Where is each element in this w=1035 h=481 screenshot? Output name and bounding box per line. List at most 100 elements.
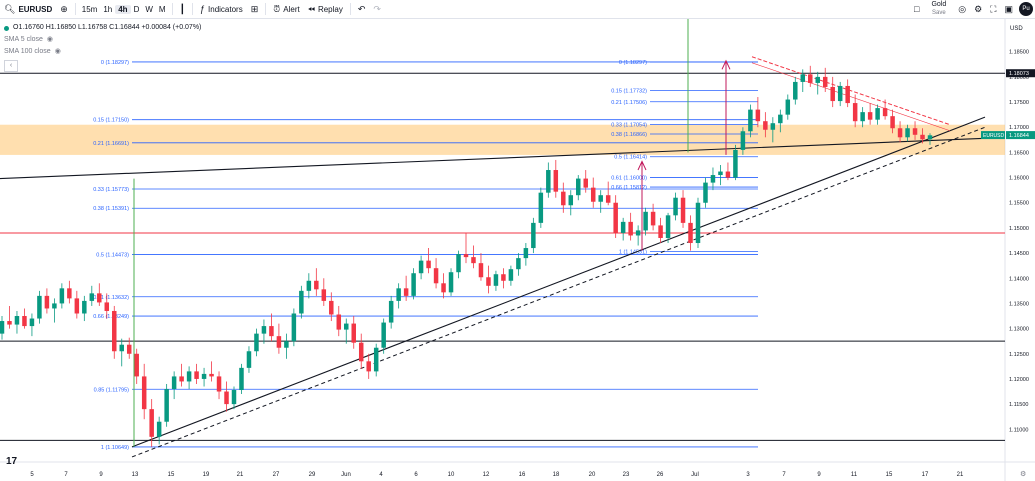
replay-button[interactable]: ⏪︎ Replay <box>304 0 347 18</box>
y-tick-label: 1.11500 <box>1009 402 1028 408</box>
plan-button[interactable]: Gold Save <box>923 1 954 17</box>
candle-body <box>164 389 169 422</box>
candle-body <box>433 268 439 284</box>
scale-settings-icon: ⚙ <box>1020 470 1026 478</box>
market-status-icon <box>4 25 9 31</box>
candle-body <box>695 202 701 244</box>
candle-body <box>516 258 521 270</box>
layout-button[interactable]: □ <box>910 0 923 18</box>
fib-label-left: 0.15 (1.17150) <box>93 118 129 124</box>
settings-button[interactable]: ⚙ <box>970 0 986 18</box>
candle-body <box>613 202 618 233</box>
candle-body <box>52 303 57 309</box>
arrow-head <box>721 59 731 70</box>
candle-body <box>793 81 798 100</box>
y-tick-label: 1.14000 <box>1009 276 1029 282</box>
candle-body <box>837 85 843 102</box>
symbol-tag-label: EURUSD <box>983 133 1005 139</box>
timeframe-w[interactable]: W <box>145 4 153 14</box>
symbol-search[interactable]: 🔍︎ EURUSD <box>0 0 56 18</box>
candle-body <box>658 225 663 238</box>
eye-icon[interactable]: ◉ <box>46 36 54 43</box>
x-tick-label: 11 <box>851 472 858 478</box>
candle-body <box>688 222 693 244</box>
candle-body <box>755 109 761 122</box>
timeframe-15m[interactable]: 15m <box>81 4 98 14</box>
target-icon: ◎ <box>958 3 967 14</box>
candle-body <box>568 195 574 206</box>
undo-icon: ↶ <box>357 3 366 14</box>
fib-label-left: 0.21 (1.16691) <box>93 141 129 147</box>
redo-button[interactable]: ↷ <box>369 0 385 18</box>
camera-icon: ▣ <box>1004 3 1013 14</box>
rising-trendline <box>131 116 986 448</box>
x-tick-label: 5 <box>30 472 34 478</box>
undo-button[interactable]: ↶ <box>354 0 370 18</box>
candle-body <box>860 112 865 122</box>
candle-body <box>927 135 933 140</box>
candle-body <box>426 260 431 269</box>
candle-body <box>29 318 35 327</box>
sma-5-label[interactable]: SMA 5 close <box>4 36 43 43</box>
candle-body <box>411 273 416 296</box>
fib-label-left: 0.33 (1.15773) <box>93 187 129 193</box>
candle-body <box>82 300 87 314</box>
candle-body <box>201 373 207 379</box>
fib-label-right: 0.15 (1.17732) <box>611 88 647 94</box>
indicators-button[interactable]: ƒ Indicators <box>196 0 247 18</box>
candle-body <box>501 274 506 281</box>
timeframe-d[interactable]: D <box>133 4 140 14</box>
candle-body <box>845 85 850 104</box>
candle-body <box>897 128 903 138</box>
avatar[interactable]: Pu <box>1019 2 1033 16</box>
tradingview-logo: 17 <box>6 456 18 467</box>
right-toolbar: □ Gold Save ◎ ⚙ ⛶ ▣ Pu <box>910 0 1035 18</box>
timeframe-4h[interactable]: 4h <box>115 4 131 14</box>
candle-body <box>104 302 110 311</box>
quick-search-button[interactable]: ◎ <box>954 0 970 18</box>
candle-body <box>680 197 686 223</box>
candle-body <box>576 178 581 196</box>
grid-icon: ⊞ <box>250 3 259 14</box>
add-symbol-button[interactable]: ⊕ <box>56 0 72 18</box>
fullscreen-button[interactable]: ⛶ <box>986 0 1000 18</box>
candle-body <box>650 211 656 226</box>
templates-button[interactable]: ⊞ <box>247 0 263 18</box>
candle-body <box>74 298 80 314</box>
snapshot-button[interactable]: ▣ <box>1000 0 1017 18</box>
x-tick-label: 6 <box>414 472 418 478</box>
chart-type-button[interactable]: ┃ <box>176 0 189 18</box>
replay-label: Replay <box>317 4 343 14</box>
candle-body <box>740 131 746 150</box>
high-price-tag <box>1006 69 1035 78</box>
candle-body <box>800 74 806 82</box>
y-tick-label: 1.16500 <box>1009 150 1029 156</box>
candle-body <box>224 391 229 405</box>
sma-100-label[interactable]: SMA 100 close <box>4 48 51 55</box>
last-price-label: 1.16844 <box>1009 133 1029 139</box>
candle-body <box>703 182 708 203</box>
square-icon: □ <box>914 4 920 14</box>
y-tick-label: 1.17500 <box>1009 100 1029 106</box>
candle-body <box>344 323 349 330</box>
candle-body <box>0 321 5 334</box>
candle-body <box>156 421 162 437</box>
candle-body <box>336 314 342 330</box>
timeframe-m[interactable]: M <box>158 4 166 14</box>
candle-body <box>448 272 454 293</box>
alert-button[interactable]: ⏰︎ Alert <box>269 0 303 18</box>
candle-body <box>830 86 835 102</box>
eye-icon[interactable]: ◉ <box>54 48 61 55</box>
timeframe-1h[interactable]: 1h <box>103 4 113 14</box>
candle-body <box>778 114 783 124</box>
fib-label-right: 0.38 (1.16866) <box>611 132 647 138</box>
candle-body <box>441 283 446 293</box>
collapse-legend-button[interactable]: ‹ <box>4 60 18 72</box>
candle-body <box>882 108 888 117</box>
fib-label-right: 1 (1.14531) <box>619 250 647 256</box>
x-tick-label: 15 <box>886 472 893 478</box>
candle-body <box>808 74 813 83</box>
candle-body <box>665 215 671 238</box>
candle-body <box>718 171 723 176</box>
